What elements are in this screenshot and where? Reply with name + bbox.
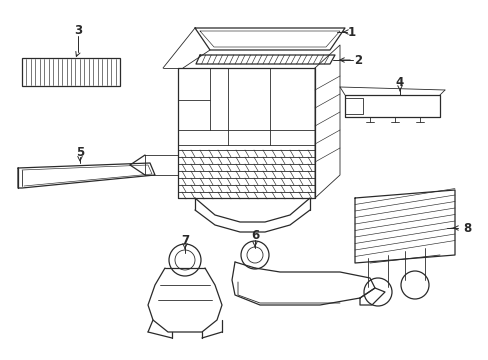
Text: 8: 8 (462, 221, 470, 234)
Text: 4: 4 (395, 76, 403, 89)
Text: 2: 2 (353, 54, 361, 67)
Text: 3: 3 (74, 23, 82, 36)
Text: 7: 7 (181, 234, 189, 247)
Text: 6: 6 (250, 229, 259, 242)
Text: 5: 5 (76, 145, 84, 158)
Text: 1: 1 (347, 26, 355, 39)
Bar (22, 58, 120, 86)
